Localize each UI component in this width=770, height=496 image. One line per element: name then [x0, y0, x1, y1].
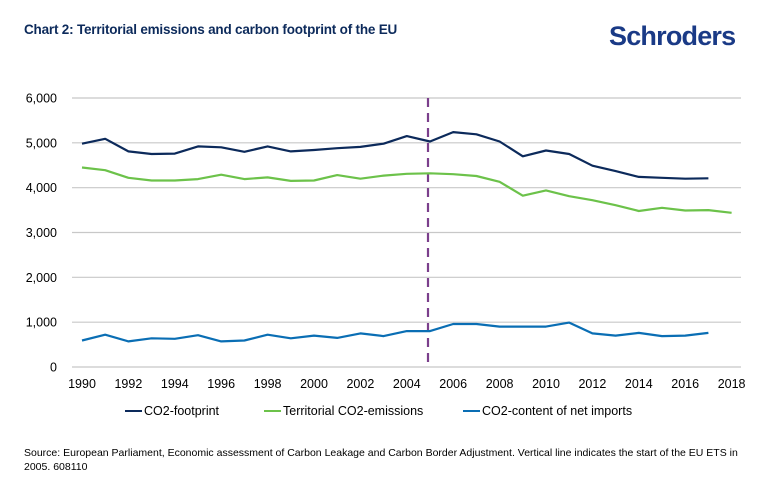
- x-tick-label: 2000: [300, 377, 328, 391]
- x-tick-label: 2002: [346, 377, 374, 391]
- y-tick-label: 6,000: [26, 92, 57, 106]
- series-line-footprint: [81, 131, 709, 180]
- y-tick-label: 0: [50, 361, 57, 375]
- x-axis-ticks: 1990 1992 1994 1996 1998 2000 2002 2004 2006 2008…: [68, 377, 745, 391]
- x-tick-label: 2006: [439, 377, 467, 391]
- line-chart: 0 1,000 2,000 3,000 4,000 5,000 6,000 1990 1992…: [26, 92, 746, 392]
- x-tick-label: 2010: [532, 377, 560, 391]
- source-note: Source: European Parliament, Economic as…: [24, 447, 738, 473]
- legend-label-imports: CO2-content of net imports: [482, 404, 633, 418]
- y-tick-label: 5,000: [26, 136, 57, 150]
- x-tick-label: 2012: [578, 377, 606, 391]
- x-tick-label: 2004: [393, 377, 421, 391]
- legend-label-footprint: CO2-footprint: [144, 404, 220, 418]
- legend-swatch-footprint: [125, 409, 142, 413]
- legend-item-territorial: Territorial CO2-emissions: [264, 404, 423, 418]
- y-tick-label: 4,000: [26, 181, 57, 195]
- legend-swatch-territorial: [264, 409, 281, 413]
- y-axis-ticks: 0 1,000 2,000 3,000 4,000 5,000 6,000: [26, 92, 57, 375]
- legend-label-territorial: Territorial CO2-emissions: [283, 404, 424, 418]
- legend-item-footprint: CO2-footprint: [125, 404, 219, 418]
- x-tick-label: 1996: [207, 377, 235, 391]
- series-line-territorial: [81, 166, 732, 214]
- legend-item-imports: CO2-content of net imports: [463, 404, 632, 418]
- gridlines: [72, 97, 741, 368]
- x-tick-label: 1994: [161, 377, 189, 391]
- x-tick-label: 2018: [718, 377, 746, 391]
- series-line-imports: [81, 321, 709, 343]
- schroders-logo: Schroders: [609, 21, 736, 51]
- legend-swatch-imports: [463, 409, 480, 413]
- y-tick-label: 2,000: [26, 271, 57, 285]
- y-tick-label: 1,000: [26, 316, 57, 330]
- x-tick-label: 2008: [486, 377, 514, 391]
- series-lines: [81, 131, 732, 343]
- x-tick-label: 1990: [68, 377, 96, 391]
- chart-title: Chart 2: Territorial emissions and carbo…: [24, 22, 398, 37]
- x-tick-label: 1998: [254, 377, 282, 391]
- x-tick-label: 2016: [671, 377, 699, 391]
- y-tick-label: 3,000: [26, 226, 57, 240]
- x-tick-label: 1992: [114, 377, 142, 391]
- x-tick-label: 2014: [625, 377, 653, 391]
